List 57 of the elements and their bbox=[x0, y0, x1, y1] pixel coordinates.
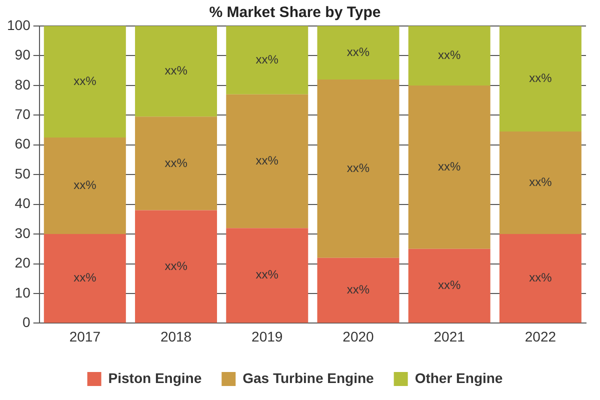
y-tick-label: 60 bbox=[14, 136, 31, 152]
data-label: xx% bbox=[164, 156, 188, 170]
data-label: xx% bbox=[438, 48, 462, 62]
y-tick-label: 100 bbox=[7, 16, 31, 33]
x-tick-label: 2021 bbox=[434, 328, 466, 344]
y-tick-label: 10 bbox=[14, 284, 31, 300]
x-tick-label: 2022 bbox=[524, 328, 556, 344]
bar bbox=[408, 26, 490, 86]
data-label: xx% bbox=[346, 160, 370, 175]
x-tick-label: 2019 bbox=[252, 328, 283, 344]
legend-label: Piston Engine bbox=[108, 370, 202, 386]
bar bbox=[317, 258, 400, 323]
data-label: xx% bbox=[529, 175, 552, 190]
y-tick-label: 20 bbox=[14, 254, 31, 271]
y-tick-label: 80 bbox=[14, 76, 31, 92]
bar bbox=[499, 26, 582, 132]
data-label: xx% bbox=[164, 258, 188, 273]
bar bbox=[44, 26, 126, 138]
bar bbox=[317, 79, 400, 258]
data-label: xx% bbox=[74, 74, 97, 88]
data-label: xx% bbox=[164, 64, 188, 78]
data-label: xx% bbox=[74, 178, 97, 192]
bar bbox=[135, 26, 218, 117]
data-label: xx% bbox=[438, 278, 462, 292]
data-label: xx% bbox=[346, 45, 370, 60]
y-tick-label: 50 bbox=[14, 165, 31, 182]
bar bbox=[226, 26, 308, 94]
bar bbox=[499, 132, 582, 234]
bar bbox=[317, 26, 400, 80]
bar bbox=[44, 137, 126, 234]
bar bbox=[226, 94, 308, 228]
y-tick-label: 70 bbox=[14, 106, 31, 122]
y-tick-label: 90 bbox=[14, 46, 31, 63]
data-label: xx% bbox=[256, 52, 279, 66]
data-label: xx% bbox=[529, 270, 552, 285]
y-tick-label: 30 bbox=[14, 224, 31, 241]
y-tick-label: 40 bbox=[14, 195, 31, 212]
data-label: xx% bbox=[74, 270, 97, 285]
bar bbox=[135, 116, 218, 210]
chart-title: % Market Share by Type bbox=[209, 4, 381, 22]
data-label: xx% bbox=[256, 268, 279, 282]
bar bbox=[135, 210, 218, 323]
data-label: xx% bbox=[438, 159, 462, 174]
data-label: xx% bbox=[346, 282, 370, 297]
x-tick-label: 2018 bbox=[160, 328, 192, 344]
bar bbox=[408, 85, 490, 249]
y-tick-label: 0 bbox=[22, 314, 31, 330]
data-label: xx% bbox=[529, 71, 552, 86]
x-tick-label: 2017 bbox=[69, 328, 101, 344]
bar bbox=[499, 234, 582, 323]
bar bbox=[44, 234, 126, 323]
x-tick-label: 2020 bbox=[342, 328, 374, 344]
bar bbox=[408, 248, 490, 323]
legend-label: Gas Turbine Engine bbox=[242, 370, 374, 386]
bar bbox=[226, 228, 308, 323]
data-label: xx% bbox=[256, 154, 279, 168]
legend-label: Other Engine bbox=[414, 370, 503, 386]
